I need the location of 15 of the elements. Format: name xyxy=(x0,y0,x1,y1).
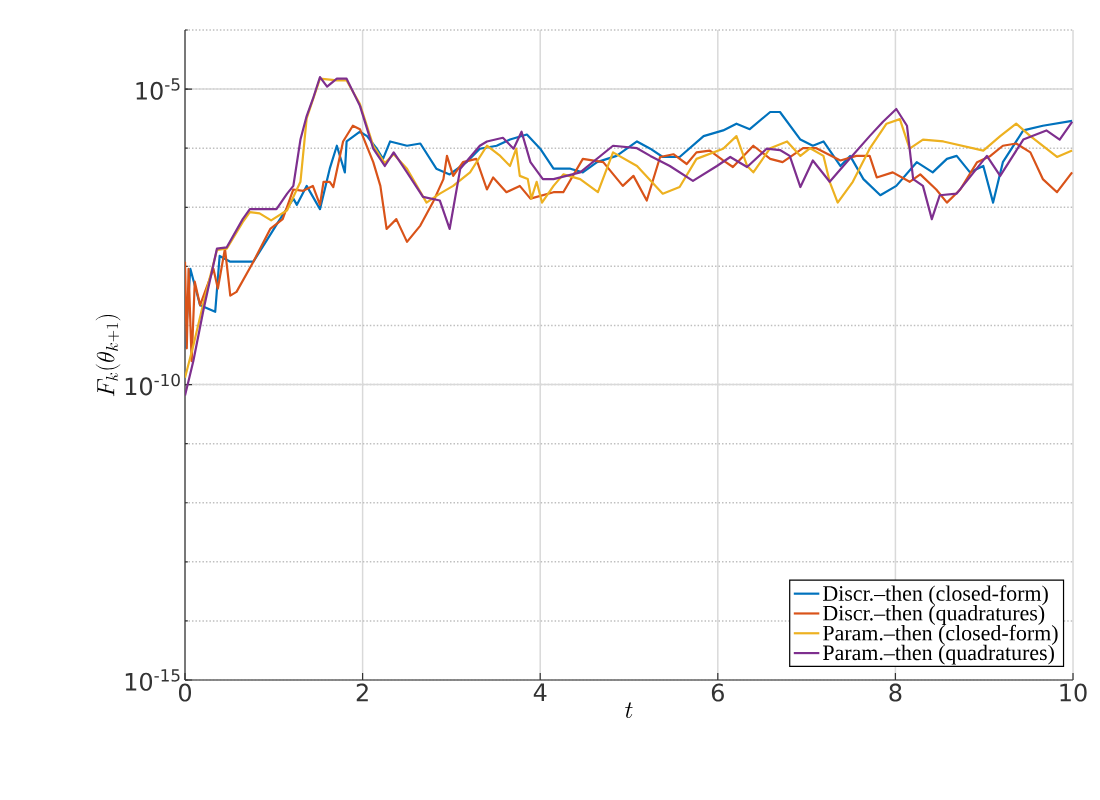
y-axis-title: $F_k(\theta_{k+1})$ xyxy=(95,314,121,397)
x-tick-label: 8 xyxy=(889,683,902,702)
legend-label: Discr.–then (closed-form) xyxy=(823,585,1048,606)
y-tick-label: 10$^{-10}$ xyxy=(125,373,180,396)
x-tick-label: 6 xyxy=(711,683,724,702)
x-tick-label: 4 xyxy=(533,683,547,701)
legend-label: Param.–then (quadratures) xyxy=(823,644,1054,665)
y-tick-label: 10$^{-5}$ xyxy=(136,78,180,100)
y-tick-label: 10$^{-15}$ xyxy=(125,669,180,691)
legend-label: Param.–then (closed-form) xyxy=(823,624,1058,645)
x-axis-title: $t$ xyxy=(625,702,633,718)
legend-label: Discr.–then (quadratures) xyxy=(823,605,1045,625)
x-tick-label: 10 xyxy=(1060,683,1087,702)
x-tick-label: 2 xyxy=(356,683,368,702)
x-tick-label: 0 xyxy=(178,683,192,702)
